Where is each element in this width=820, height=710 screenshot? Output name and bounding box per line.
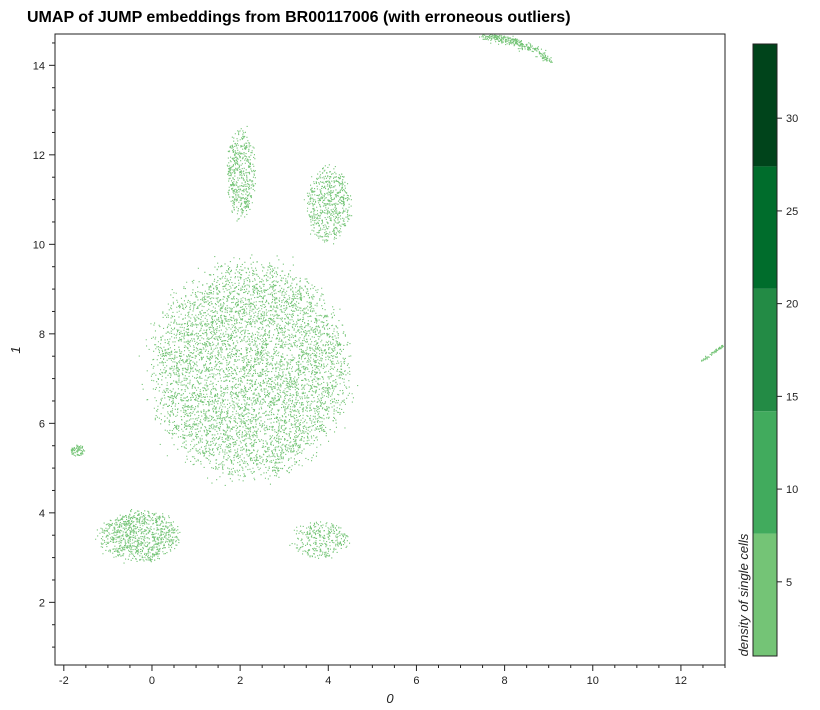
colorbar-tick-label: 10 [786,484,798,496]
y-tick-label: 2 [39,597,45,609]
colorbar-tick-label: 5 [786,577,792,589]
x-tick-label: 6 [413,675,419,687]
colorbar-bin [753,288,777,412]
scatter-point-cloud [70,34,724,564]
colorbar-label: density of single cells [736,533,751,656]
colorbar-bin [753,44,777,167]
x-tick-label: 8 [502,675,508,687]
colorbar-tick-label: 30 [786,113,798,125]
y-axis-label: 1 [8,346,23,353]
x-tick-label: 0 [149,675,155,687]
y-tick-label: 4 [39,508,45,520]
colorbar-bin [753,166,777,289]
colorbar-tick-label: 20 [786,299,798,311]
y-axis: 2 4 6 8 10 12 14 [33,42,55,648]
colorbar-bin [753,411,777,534]
x-tick-label: 12 [675,675,687,687]
plot-area-frame [54,33,726,666]
y-tick-label: 14 [33,60,45,72]
y-tick-label: 8 [39,329,45,341]
x-axis-label: 0 [386,691,394,706]
colorbar-tick-label: 15 [786,391,798,403]
colorbar: 5 10 15 20 25 30 [752,43,798,657]
colorbar-tick-label: 25 [786,206,798,218]
x-tick-label: -2 [59,675,69,687]
y-tick-label: 10 [33,239,45,251]
x-axis: -2 0 2 4 6 8 10 12 [59,665,726,687]
x-tick-label: 4 [325,675,331,687]
scatter-points [70,34,724,564]
colorbar-frame [752,43,778,657]
y-tick-label: 12 [33,150,45,162]
x-tick-label: 2 [237,675,243,687]
x-tick-label: 10 [587,675,599,687]
y-tick-label: 6 [39,418,45,430]
colorbar-bin [753,533,777,656]
chart-title: UMAP of JUMP embeddings from BR00117006 … [27,9,571,26]
